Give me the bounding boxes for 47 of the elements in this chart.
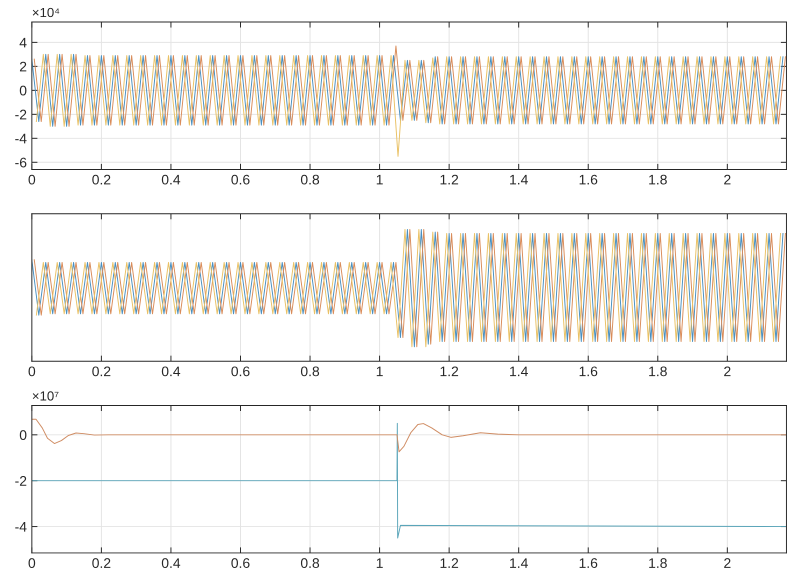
x-tick-label: 0 [28,558,36,568]
x-tick-label: 1.8 [649,174,667,185]
x-tick-label: 0.4 [162,366,180,376]
x-tick-label: 2 [724,366,730,376]
y-tick-label: 4 [20,38,27,48]
x-tick-label: 1.6 [580,558,598,568]
text: ×10⁷ [32,391,58,401]
x-tick-label: 1.8 [649,366,667,376]
y-tick-label: 2 [20,62,26,72]
x-tick-label: 0.4 [162,174,180,185]
x-tick-label: 0.2 [92,366,110,376]
x-tick-label: 0.2 [92,558,110,568]
line-series [32,418,786,452]
y-tick-label: -2 [15,110,26,120]
x-tick-label: 0.8 [300,558,320,568]
x-tick-label: 0.8 [300,366,320,376]
x-tick-label: 1.6 [580,366,598,376]
x-tick-label: 0.2 [92,174,110,185]
x-tick-label: 1.4 [510,174,528,184]
x-tick-label: 0.6 [231,366,250,376]
y-tick-label: 0 [20,86,26,96]
x-tick-label: 1.2 [440,174,458,184]
y-tick-label: -4 [15,522,27,532]
text: ×10⁴ [32,8,60,18]
line-series [32,422,786,539]
y-tick-label: -4 [15,134,27,144]
x-tick-label: 0 [28,366,36,376]
x-tick-label: 1 [376,366,383,376]
x-tick-label: 1.6 [580,174,598,185]
x-tick-label: 2 [724,558,730,568]
x-tick-label: 0 [28,174,36,185]
x-tick-label: 0.4 [162,558,180,568]
x-tick-label: 1 [376,558,383,568]
x-tick-label: 0.6 [231,174,250,185]
x-tick-label: 1.4 [510,366,528,376]
x-tick-label: 1.2 [440,558,458,568]
x-tick-label: 1 [376,174,383,184]
x-tick-label: 0.6 [231,558,250,568]
x-tick-label: 1.2 [440,366,458,376]
x-tick-label: 2 [724,174,730,184]
line-series [36,54,782,157]
y-tick-label: -6 [15,158,26,168]
y-tick-label: -2 [15,476,26,486]
x-tick-label: 1.8 [649,558,667,568]
x-tick-label: 0.8 [300,174,320,185]
y-tick-label: 0 [20,430,26,440]
x-tick-label: 1.4 [510,558,528,568]
